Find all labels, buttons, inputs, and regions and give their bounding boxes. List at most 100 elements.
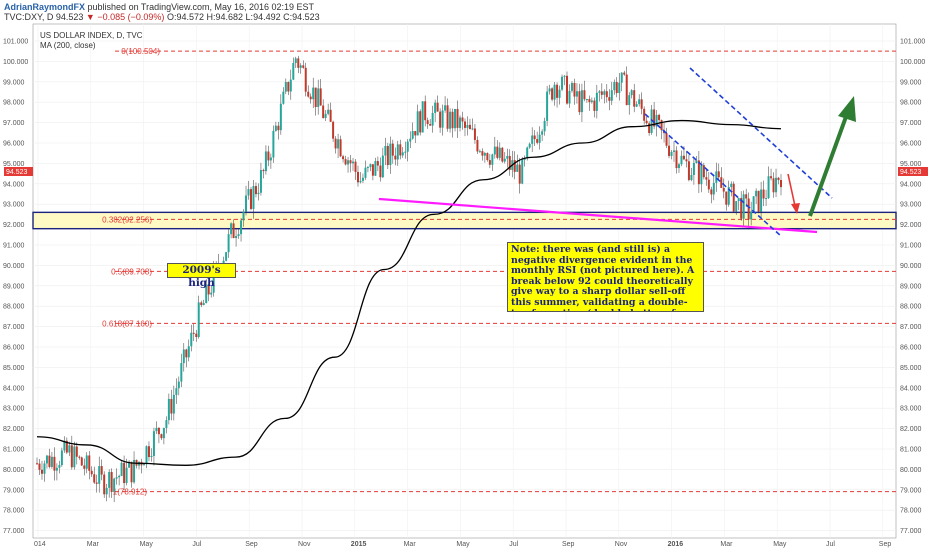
candle-body [660, 120, 663, 131]
candle-body [157, 427, 160, 435]
last-price-tag-right: 94.523 [898, 167, 928, 176]
candle-body [598, 91, 601, 93]
x-tick-label: Mar [87, 541, 100, 548]
candle-body [707, 179, 710, 190]
candle-body [319, 88, 322, 106]
candle-body [359, 180, 362, 183]
x-tick-label: 2016 [668, 541, 684, 548]
candle-body [120, 462, 123, 476]
candle-body [80, 457, 83, 466]
candle-body [613, 82, 616, 91]
candle-body [478, 151, 481, 153]
candle-body [712, 182, 715, 195]
candle-body [767, 176, 770, 199]
candle-body [40, 469, 43, 474]
candle-body [538, 134, 541, 143]
candle-body [123, 462, 126, 484]
candle-body [133, 459, 136, 483]
candle-body [299, 65, 302, 68]
candle-body [110, 472, 113, 492]
y-tick-label-left: 96.000 [3, 141, 25, 148]
candle-body [444, 105, 447, 111]
y-tick-label-left: 78.000 [3, 508, 25, 515]
candle-body [197, 302, 200, 338]
ohlc-line: TVC:DXY, D 94.523 ▼ −0.085 (−0.09%) O:94… [4, 12, 320, 22]
candle-body [570, 82, 573, 91]
publish-info: published on TradingView.com, May 16, 20… [87, 2, 315, 12]
y-tick-label-left: 80.000 [3, 467, 25, 474]
candle-body [737, 197, 740, 202]
candle-body [235, 236, 238, 238]
candle-body [366, 167, 369, 169]
candle-body [58, 465, 61, 468]
candle-body [551, 88, 554, 100]
red-arrow-head [791, 203, 800, 214]
candle-body [381, 155, 384, 178]
open-value: 94.572 [176, 12, 204, 22]
plot-area[interactable] [32, 23, 897, 539]
candle-body [242, 211, 245, 221]
candle-body [177, 381, 180, 389]
candle-body [210, 292, 213, 295]
candle-body [172, 394, 175, 414]
candle-body [287, 82, 290, 92]
fib-label: 0.382(92.256) [102, 215, 152, 224]
candle-body [682, 155, 685, 160]
candle-body [264, 151, 267, 172]
channel-upper [689, 67, 833, 199]
candle-body [155, 427, 158, 432]
candle-body [575, 91, 578, 97]
red-arrow-shaft [787, 173, 796, 207]
y-tick-label-left: 91.000 [3, 243, 25, 250]
magenta-trendline [378, 197, 818, 234]
candle-body [608, 97, 611, 101]
indicator-label: MA (200, close) [40, 41, 96, 50]
candle-body [160, 434, 163, 439]
candle-body [488, 160, 491, 165]
candle-body [618, 82, 621, 94]
y-tick-label-right: 82.000 [900, 426, 922, 433]
author-link[interactable]: AdrianRaymondFX [4, 2, 86, 12]
candle-body [745, 194, 748, 199]
candle-body [43, 463, 46, 474]
candle-body [78, 456, 81, 458]
candle-body [588, 99, 591, 103]
candle-body [337, 139, 340, 149]
x-tick-label: Nov [298, 541, 311, 548]
candle-body [670, 151, 673, 156]
candle-body [546, 91, 549, 121]
y-tick-label-left: 97.000 [3, 120, 25, 127]
y-tick-label-right: 95.000 [900, 161, 922, 168]
x-tick-label: Sep [562, 541, 575, 548]
chart-title: US DOLLAR INDEX, D, TVC [40, 31, 143, 40]
candle-body [503, 158, 506, 162]
candle-body [665, 133, 668, 146]
candle-body [60, 450, 63, 466]
candle-body [113, 478, 116, 492]
change-value: −0.085 (−0.09%) [97, 12, 165, 22]
candle-body [568, 90, 571, 104]
candle-body [175, 388, 178, 395]
y-axis-left: 77.000 78.000 79.000 80.000 81.000 82.000 83.0… [3, 39, 28, 536]
candle-body [556, 84, 559, 98]
candle-body [690, 175, 693, 181]
close-value: 94.523 [292, 12, 320, 22]
candle-body [180, 363, 183, 382]
candle-body [93, 474, 96, 483]
candle-body [628, 95, 631, 106]
x-tick-label: Jul [192, 541, 201, 548]
candle-body [459, 117, 462, 128]
candle-body [533, 135, 536, 140]
candle-body [292, 63, 295, 80]
candle-body [379, 165, 382, 178]
candle-body [508, 155, 511, 170]
symbol-label: TVC:DXY, D [4, 12, 54, 22]
candle-body [605, 91, 608, 98]
candle-body [389, 143, 392, 166]
candle-body [118, 475, 121, 478]
candle-body [190, 332, 193, 347]
candle-body [344, 159, 347, 165]
candle-body [498, 147, 501, 158]
candle-body [267, 151, 270, 161]
